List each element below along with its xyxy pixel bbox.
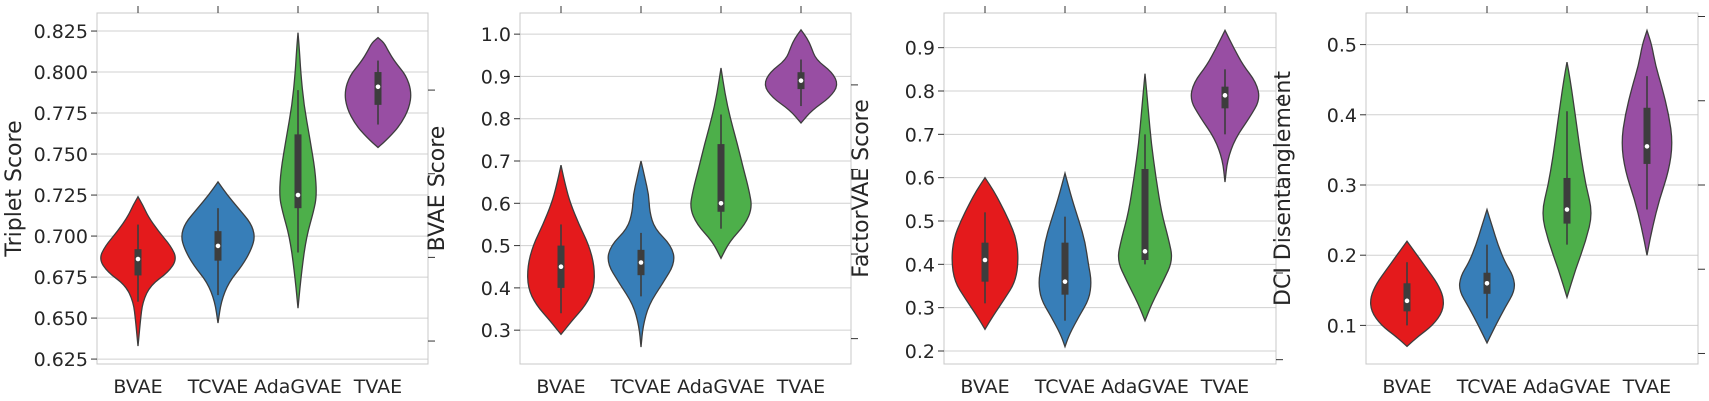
- x-tick-label: BVAE: [1382, 376, 1431, 398]
- y-axis-label: BVAE Score: [425, 126, 450, 252]
- y-tick-label: 0.700: [34, 226, 88, 248]
- plot-frame: [519, 12, 852, 365]
- panel-1: 0.625 0.650 0.675 0.700 0.725 0.750 0.775 0.800…: [2, 6, 435, 398]
- iqr-box-bvae: [134, 249, 142, 276]
- y-tick-label: 0.8: [905, 81, 935, 103]
- y-tick-label: 0.825: [34, 21, 88, 43]
- x-tick-label: TVAE: [1622, 376, 1671, 398]
- iqr-box-bvae: [1403, 283, 1411, 312]
- y-tick-label: 0.625: [34, 349, 88, 371]
- iqr-box-adagvae: [1141, 169, 1149, 260]
- median-tcvae: [1484, 280, 1490, 286]
- y-tick-label: 0.750: [34, 144, 88, 166]
- y-tick-label: 1.0: [481, 24, 511, 46]
- y-tick-label: 0.3: [1327, 175, 1357, 197]
- median-tcvae: [215, 243, 221, 249]
- median-tcvae: [638, 260, 644, 265]
- y-tick-label: 0.4: [481, 278, 511, 300]
- x-tick-label: TCVAE: [1456, 376, 1518, 398]
- y-tick-label: 0.650: [34, 308, 88, 330]
- y-axis-label: FactorVAE Score: [849, 99, 874, 278]
- iqr-box-adagvae: [1563, 177, 1571, 224]
- plot-frame: [96, 12, 429, 365]
- x-tick-label: TVAE: [353, 376, 402, 398]
- y-tick-label: 0.775: [34, 103, 88, 125]
- median-bvae: [982, 257, 988, 263]
- y-tick-label: 0.5: [1327, 35, 1357, 57]
- y-tick-label: 0.6: [905, 168, 935, 190]
- x-tick-label: TVAE: [1200, 376, 1249, 398]
- iqr-box-tvae: [1643, 107, 1651, 164]
- panel-2: 0.3 0.4 0.5 0.6 0.7 0.8 0.9 1.0 BVAE Score BVAE TC…: [425, 6, 858, 398]
- y-tick-label: 0.2: [1327, 245, 1357, 267]
- median-tvae: [798, 78, 804, 83]
- iqr-box-adagvae: [717, 144, 725, 212]
- y-tick-label: 0.1: [1327, 315, 1357, 337]
- iqr-box-adagvae: [294, 134, 302, 209]
- y-axis-label: Triplet Score: [2, 120, 27, 257]
- median-tvae: [1644, 144, 1650, 149]
- median-bvae: [558, 264, 564, 270]
- x-tick-label: TVAE: [776, 376, 825, 398]
- median-adagvae: [295, 192, 301, 198]
- y-tick-label: 0.3: [905, 298, 935, 320]
- x-tick-label: TCVAE: [187, 376, 249, 398]
- median-tvae: [375, 84, 381, 90]
- y-tick-label: 0.7: [905, 124, 935, 146]
- x-tick-label: BVAE: [536, 376, 585, 398]
- y-tick-label: 0.725: [34, 185, 88, 207]
- y-tick-label: 0.5: [905, 211, 935, 233]
- median-adagvae: [718, 201, 724, 206]
- y-tick-label: 0.9: [481, 66, 511, 88]
- x-tick-label: AdaGVAE: [254, 376, 342, 398]
- x-tick-label: TCVAE: [610, 376, 672, 398]
- y-tick-label: 0.8: [481, 109, 511, 131]
- x-tick-label: AdaGVAE: [1523, 376, 1611, 398]
- iqr-box-tcvae: [1061, 242, 1069, 295]
- y-tick-label: 0.5: [481, 236, 511, 258]
- y-tick-label: 0.2: [905, 341, 935, 363]
- y-tick-label: 0.4: [1327, 105, 1357, 127]
- y-tick-label: 0.675: [34, 267, 88, 289]
- y-tick-label: 0.800: [34, 62, 88, 84]
- x-tick-label: AdaGVAE: [1101, 376, 1189, 398]
- median-tvae: [1222, 93, 1228, 98]
- x-tick-label: BVAE: [113, 376, 162, 398]
- x-tick-label: AdaGVAE: [677, 376, 765, 398]
- median-adagvae: [1564, 207, 1570, 212]
- median-adagvae: [1142, 249, 1148, 254]
- y-tick-label: 0.6: [481, 193, 511, 215]
- y-tick-label: 0.7: [481, 151, 511, 173]
- plot-frame: [1365, 12, 1699, 365]
- median-bvae: [1404, 298, 1410, 304]
- panel-4: 0.1 0.2 0.3 0.4 0.5 DCI Disentanglement BVAE TC…: [1271, 6, 1705, 398]
- median-bvae: [135, 256, 141, 262]
- y-axis-label: DCI Disentanglement: [1271, 71, 1296, 306]
- x-tick-label: TCVAE: [1034, 376, 1096, 398]
- panel-3: 0.2 0.3 0.4 0.5 0.6 0.7 0.8 0.9 FactorVAE Score B…: [849, 6, 1283, 398]
- x-tick-label: BVAE: [960, 376, 1009, 398]
- plot-frame: [943, 12, 1277, 365]
- y-tick-label: 0.3: [481, 320, 511, 342]
- median-tcvae: [1062, 279, 1068, 284]
- y-tick-label: 0.4: [905, 254, 935, 276]
- y-tick-label: 0.9: [905, 38, 935, 60]
